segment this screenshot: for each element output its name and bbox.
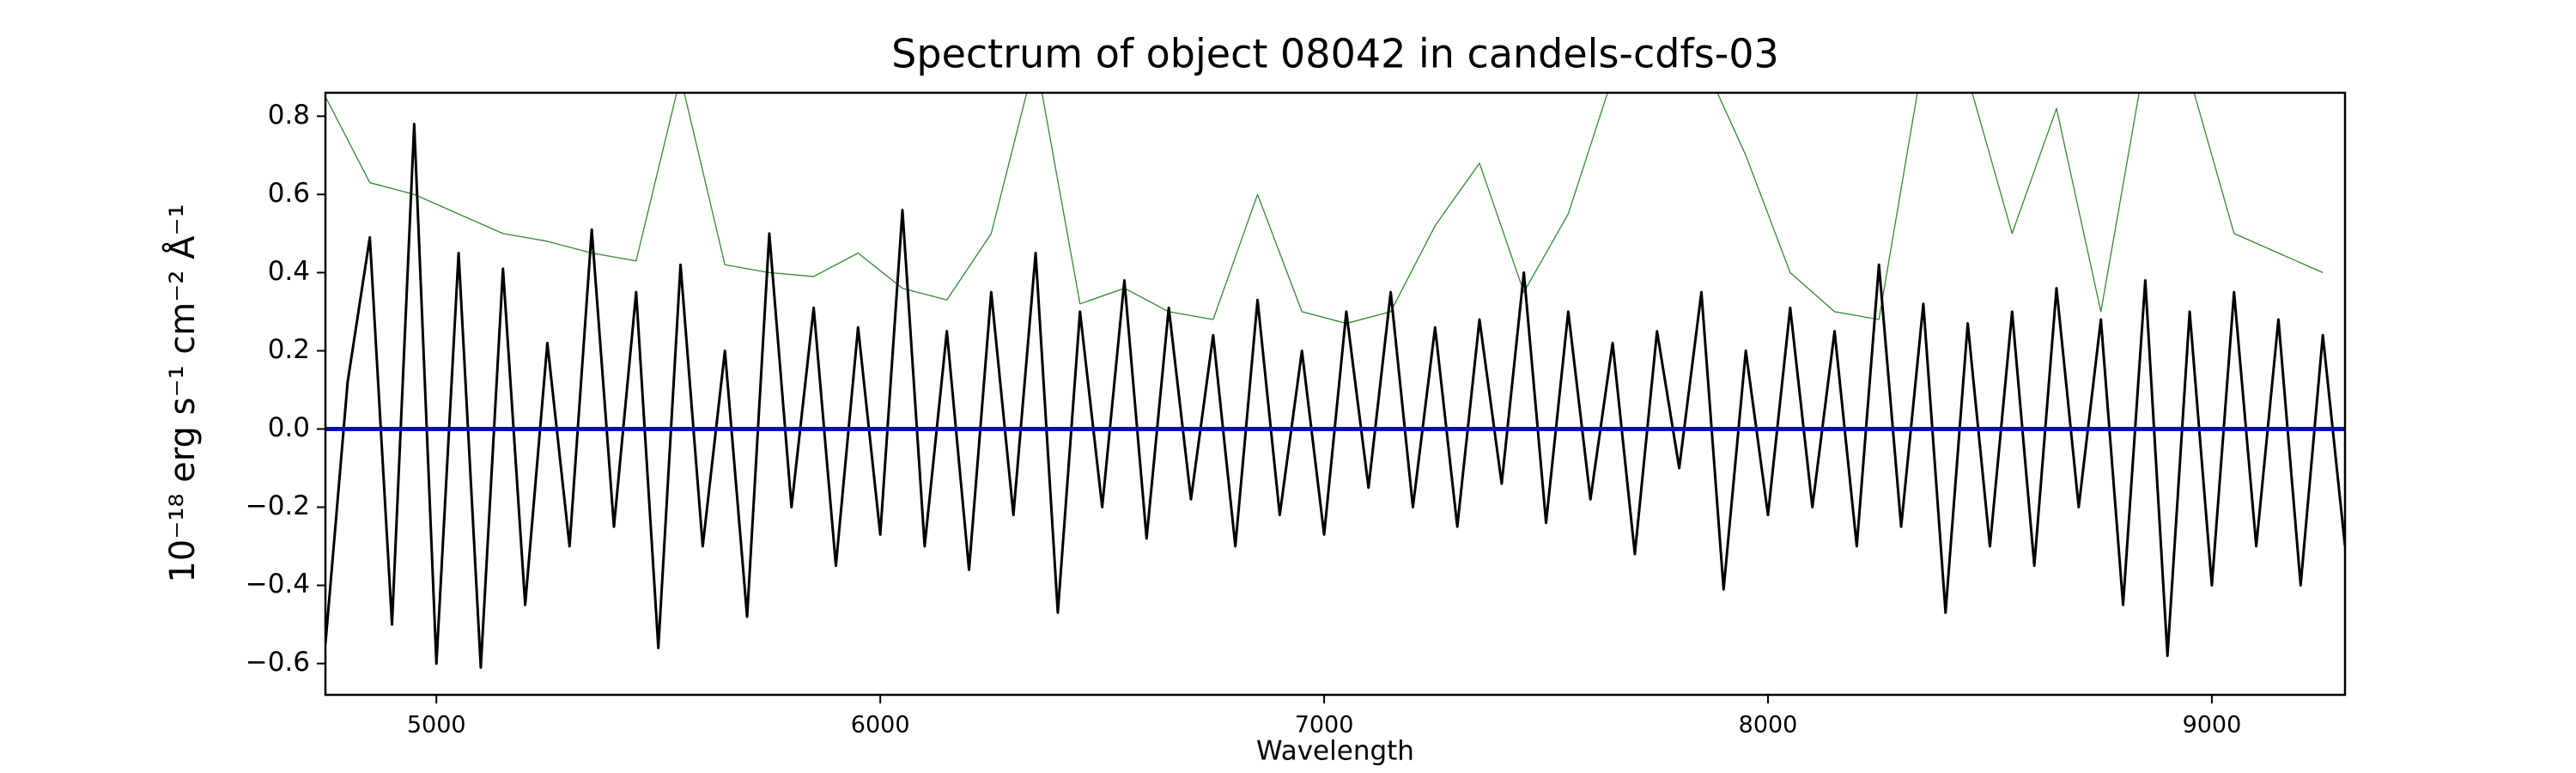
x-axis-label: Wavelength	[1256, 736, 1414, 767]
spectrum-line	[325, 122, 2345, 669]
x-tick-label: 5000	[407, 712, 466, 739]
y-tick-label: 0.0	[268, 412, 310, 443]
y-tick-label: 0.6	[268, 178, 310, 209]
y-tick-label: −0.6	[246, 647, 310, 678]
y-tick-label: −0.2	[246, 490, 310, 521]
x-tick-label: 8000	[1739, 712, 1798, 739]
y-tick-label: 0.2	[268, 334, 310, 365]
x-tick-label: 7000	[1295, 712, 1354, 739]
chart-title: Spectrum of object 08042 in candels-cdfs…	[891, 31, 1779, 77]
y-tick-label: 0.8	[268, 100, 310, 131]
spectrum-line	[325, 93, 2324, 325]
axes-frame	[324, 91, 2347, 697]
y-tick-label: 0.4	[268, 256, 310, 287]
plot-area	[325, 93, 2345, 669]
x-tick-label: 6000	[851, 712, 910, 739]
y-axis-label: 10⁻¹⁸ erg s⁻¹ cm⁻² Å⁻¹	[161, 204, 203, 582]
y-tick-label: −0.4	[246, 569, 310, 600]
x-tick-label: 9000	[2183, 712, 2242, 739]
